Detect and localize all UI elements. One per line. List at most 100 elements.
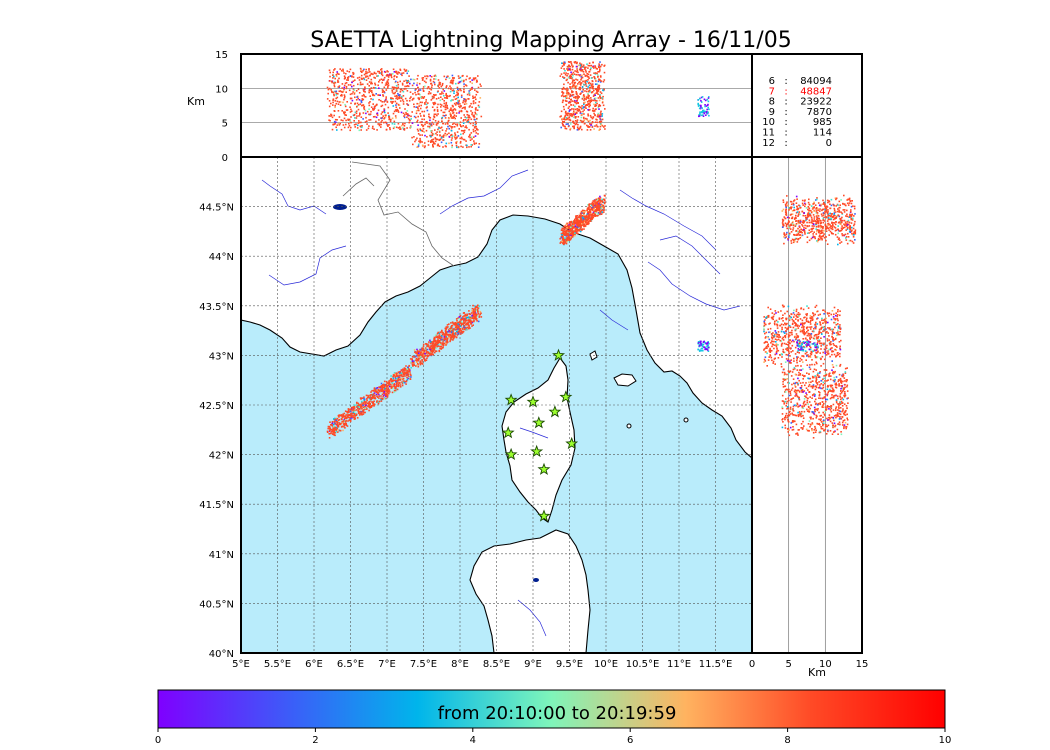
source-point-altitude — [452, 123, 454, 125]
source-point-altitude — [452, 79, 455, 81]
source-point-altitude — [562, 99, 564, 102]
source-point — [462, 323, 465, 326]
source-point-altitude — [460, 94, 463, 97]
source-point — [446, 326, 448, 329]
source-point-side — [828, 390, 830, 392]
source-point — [471, 325, 473, 327]
source-point-altitude — [398, 94, 401, 96]
source-point-altitude — [402, 112, 405, 115]
source-point-altitude — [421, 134, 423, 136]
source-point — [390, 379, 393, 381]
source-point-altitude — [343, 86, 345, 89]
source-point-altitude — [473, 136, 475, 138]
source-point-altitude — [399, 80, 401, 83]
source-point-side — [786, 378, 788, 380]
source-point — [333, 433, 335, 435]
source-point-altitude — [415, 139, 417, 141]
source-point-altitude — [583, 119, 586, 122]
source-point — [603, 211, 605, 213]
source-point — [474, 307, 476, 309]
source-point — [443, 339, 445, 341]
source-point — [595, 205, 597, 208]
source-point — [430, 342, 432, 344]
source-point-altitude — [337, 79, 339, 82]
source-point-altitude — [562, 124, 564, 127]
map-gridlines — [241, 157, 752, 653]
source-point-altitude — [414, 91, 416, 94]
source-point-altitude — [596, 125, 598, 128]
source-point — [414, 355, 416, 358]
source-point-altitude — [587, 113, 589, 115]
source-point-altitude — [468, 121, 470, 124]
source-point-altitude — [425, 99, 427, 101]
lon-tick-label: 11.5°E — [699, 659, 733, 670]
source-point-altitude — [584, 90, 586, 92]
source-point-side — [819, 384, 821, 386]
source-point — [380, 400, 383, 402]
source-point-altitude — [367, 77, 370, 80]
source-point-altitude — [451, 146, 453, 149]
source-point-side — [814, 425, 816, 428]
source-point-side — [830, 410, 833, 413]
lat-tick-label: 44.5°N — [199, 203, 234, 214]
source-point — [705, 348, 707, 350]
source-point-altitude — [594, 73, 597, 75]
source-point-altitude — [587, 67, 589, 69]
source-point-altitude — [410, 126, 412, 128]
source-point-altitude — [479, 83, 481, 86]
source-point — [383, 380, 386, 383]
source-point-altitude — [343, 72, 345, 74]
source-point-altitude — [373, 72, 376, 75]
source-point-side — [786, 400, 789, 403]
source-point — [430, 349, 433, 352]
source-point — [470, 317, 472, 320]
source-point-altitude — [470, 132, 473, 134]
source-point-altitude — [404, 113, 406, 116]
source-point-altitude — [454, 117, 456, 120]
source-point — [408, 368, 411, 371]
source-point — [355, 413, 358, 416]
source-point-side — [802, 381, 804, 384]
source-point-altitude — [702, 110, 705, 113]
source-point — [405, 372, 407, 374]
source-point-side — [824, 393, 827, 396]
source-point — [337, 426, 339, 428]
source-point-side — [828, 375, 830, 378]
source-point-altitude — [461, 107, 464, 109]
source-point-side — [846, 419, 849, 421]
source-point — [595, 214, 597, 217]
source-point-altitude — [383, 76, 386, 79]
source-point — [358, 407, 361, 410]
source-point-altitude — [409, 97, 411, 100]
source-point — [576, 225, 578, 227]
source-point-side — [787, 431, 789, 433]
source-point — [402, 368, 404, 371]
source-point-side — [815, 369, 817, 371]
source-point-altitude — [380, 123, 382, 126]
source-point — [579, 224, 581, 227]
source-point — [423, 349, 426, 352]
source-point-altitude — [577, 74, 579, 76]
source-point-altitude — [368, 108, 370, 110]
source-point-altitude — [409, 91, 412, 93]
source-point-side — [818, 394, 821, 397]
source-point — [599, 211, 601, 213]
legend-colon: : — [784, 138, 787, 149]
source-point — [568, 234, 571, 237]
source-point — [393, 391, 396, 393]
source-point-altitude — [451, 117, 453, 119]
source-point-altitude — [400, 97, 403, 100]
source-point — [335, 423, 338, 426]
source-point-altitude — [419, 128, 421, 130]
source-point-altitude — [697, 102, 699, 105]
source-point-altitude — [346, 109, 349, 111]
source-point-altitude — [349, 93, 352, 96]
source-point-altitude — [577, 97, 579, 100]
source-point-altitude — [578, 68, 581, 71]
source-point-altitude — [345, 119, 347, 122]
source-point-altitude — [583, 109, 585, 111]
source-point-altitude — [378, 94, 380, 96]
source-point — [436, 342, 439, 345]
source-point-side — [790, 375, 793, 377]
source-point-altitude — [328, 105, 331, 108]
